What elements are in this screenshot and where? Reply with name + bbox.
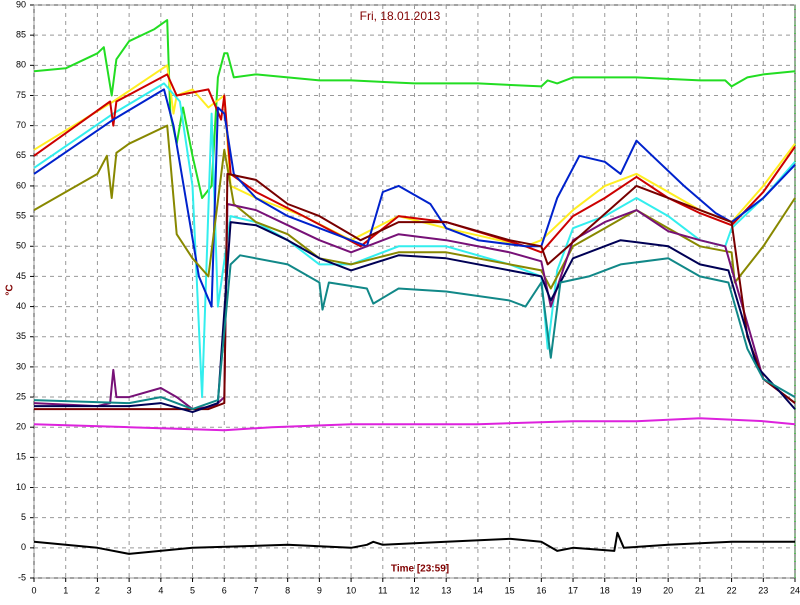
- y-tick-label: 70: [16, 120, 26, 130]
- y-tick-label: 35: [16, 331, 26, 341]
- series-line: [33, 82, 796, 399]
- x-axis-label: Time [23:59]: [391, 564, 449, 575]
- x-tick-label: 24: [790, 585, 800, 595]
- series-line: [33, 19, 796, 199]
- x-tick-label: 11: [378, 585, 387, 595]
- y-tick-label: 65: [16, 150, 26, 160]
- x-tick-label: 8: [285, 585, 290, 595]
- x-tick-label: 17: [568, 585, 578, 595]
- y-tick-label: 20: [16, 422, 26, 432]
- x-tick-label: 15: [505, 585, 515, 595]
- x-tick-label: 7: [253, 585, 258, 595]
- y-tick-label: 90: [16, 0, 26, 9]
- y-tick-label: 85: [16, 30, 26, 40]
- x-tick-label: 12: [409, 585, 419, 595]
- plot-area: [33, 4, 796, 579]
- x-tick-label: 19: [631, 585, 641, 595]
- series-line: [34, 172, 796, 411]
- y-tick-label: 80: [16, 60, 26, 70]
- x-tick-label: 4: [158, 585, 163, 595]
- series-line: [33, 531, 795, 555]
- x-tick-label: 2: [95, 585, 100, 595]
- x-tick-label: 18: [600, 585, 610, 595]
- y-tick-label: 75: [16, 90, 26, 100]
- x-tick-label: 3: [127, 585, 132, 595]
- x-tick-label: 23: [758, 585, 768, 595]
- series-line: [33, 417, 796, 432]
- x-tick-label: 20: [663, 585, 673, 595]
- y-tick-label: 40: [16, 301, 26, 311]
- y-axis-label: °C: [5, 284, 16, 295]
- x-tick-label: 9: [317, 585, 322, 595]
- y-tick-label: 25: [16, 391, 26, 401]
- chart-title: Fri, 18.01.2013: [360, 9, 441, 23]
- x-tick-label: 0: [31, 585, 36, 595]
- series-line: [33, 124, 796, 290]
- y-tick-label: 60: [16, 180, 26, 190]
- y-tick-label: 30: [16, 361, 26, 371]
- y-tick-label: 15: [16, 452, 26, 462]
- y-tick-label: -5: [18, 572, 26, 582]
- x-tick-label: 13: [441, 585, 451, 595]
- y-tick-label: 5: [21, 512, 26, 522]
- series-line: [33, 203, 796, 411]
- y-tick-label: 10: [16, 482, 26, 492]
- y-tick-label: 55: [16, 210, 26, 220]
- x-tick-label: 5: [190, 585, 195, 595]
- x-tick-label: 22: [727, 585, 737, 595]
- y-tick-label: 45: [16, 271, 26, 281]
- x-tick-label: 21: [695, 585, 705, 595]
- series-line: [33, 254, 796, 411]
- x-tick-label: 1: [63, 585, 68, 595]
- series-line: [34, 221, 796, 414]
- x-tick-label: 6: [222, 585, 227, 595]
- y-tick-label: 0: [21, 542, 26, 552]
- y-tick-label: 50: [16, 241, 26, 251]
- x-tick-label: 10: [346, 585, 356, 595]
- series-line: [33, 88, 796, 308]
- x-tick-label: 14: [473, 585, 483, 595]
- x-tick-label: 16: [536, 585, 546, 595]
